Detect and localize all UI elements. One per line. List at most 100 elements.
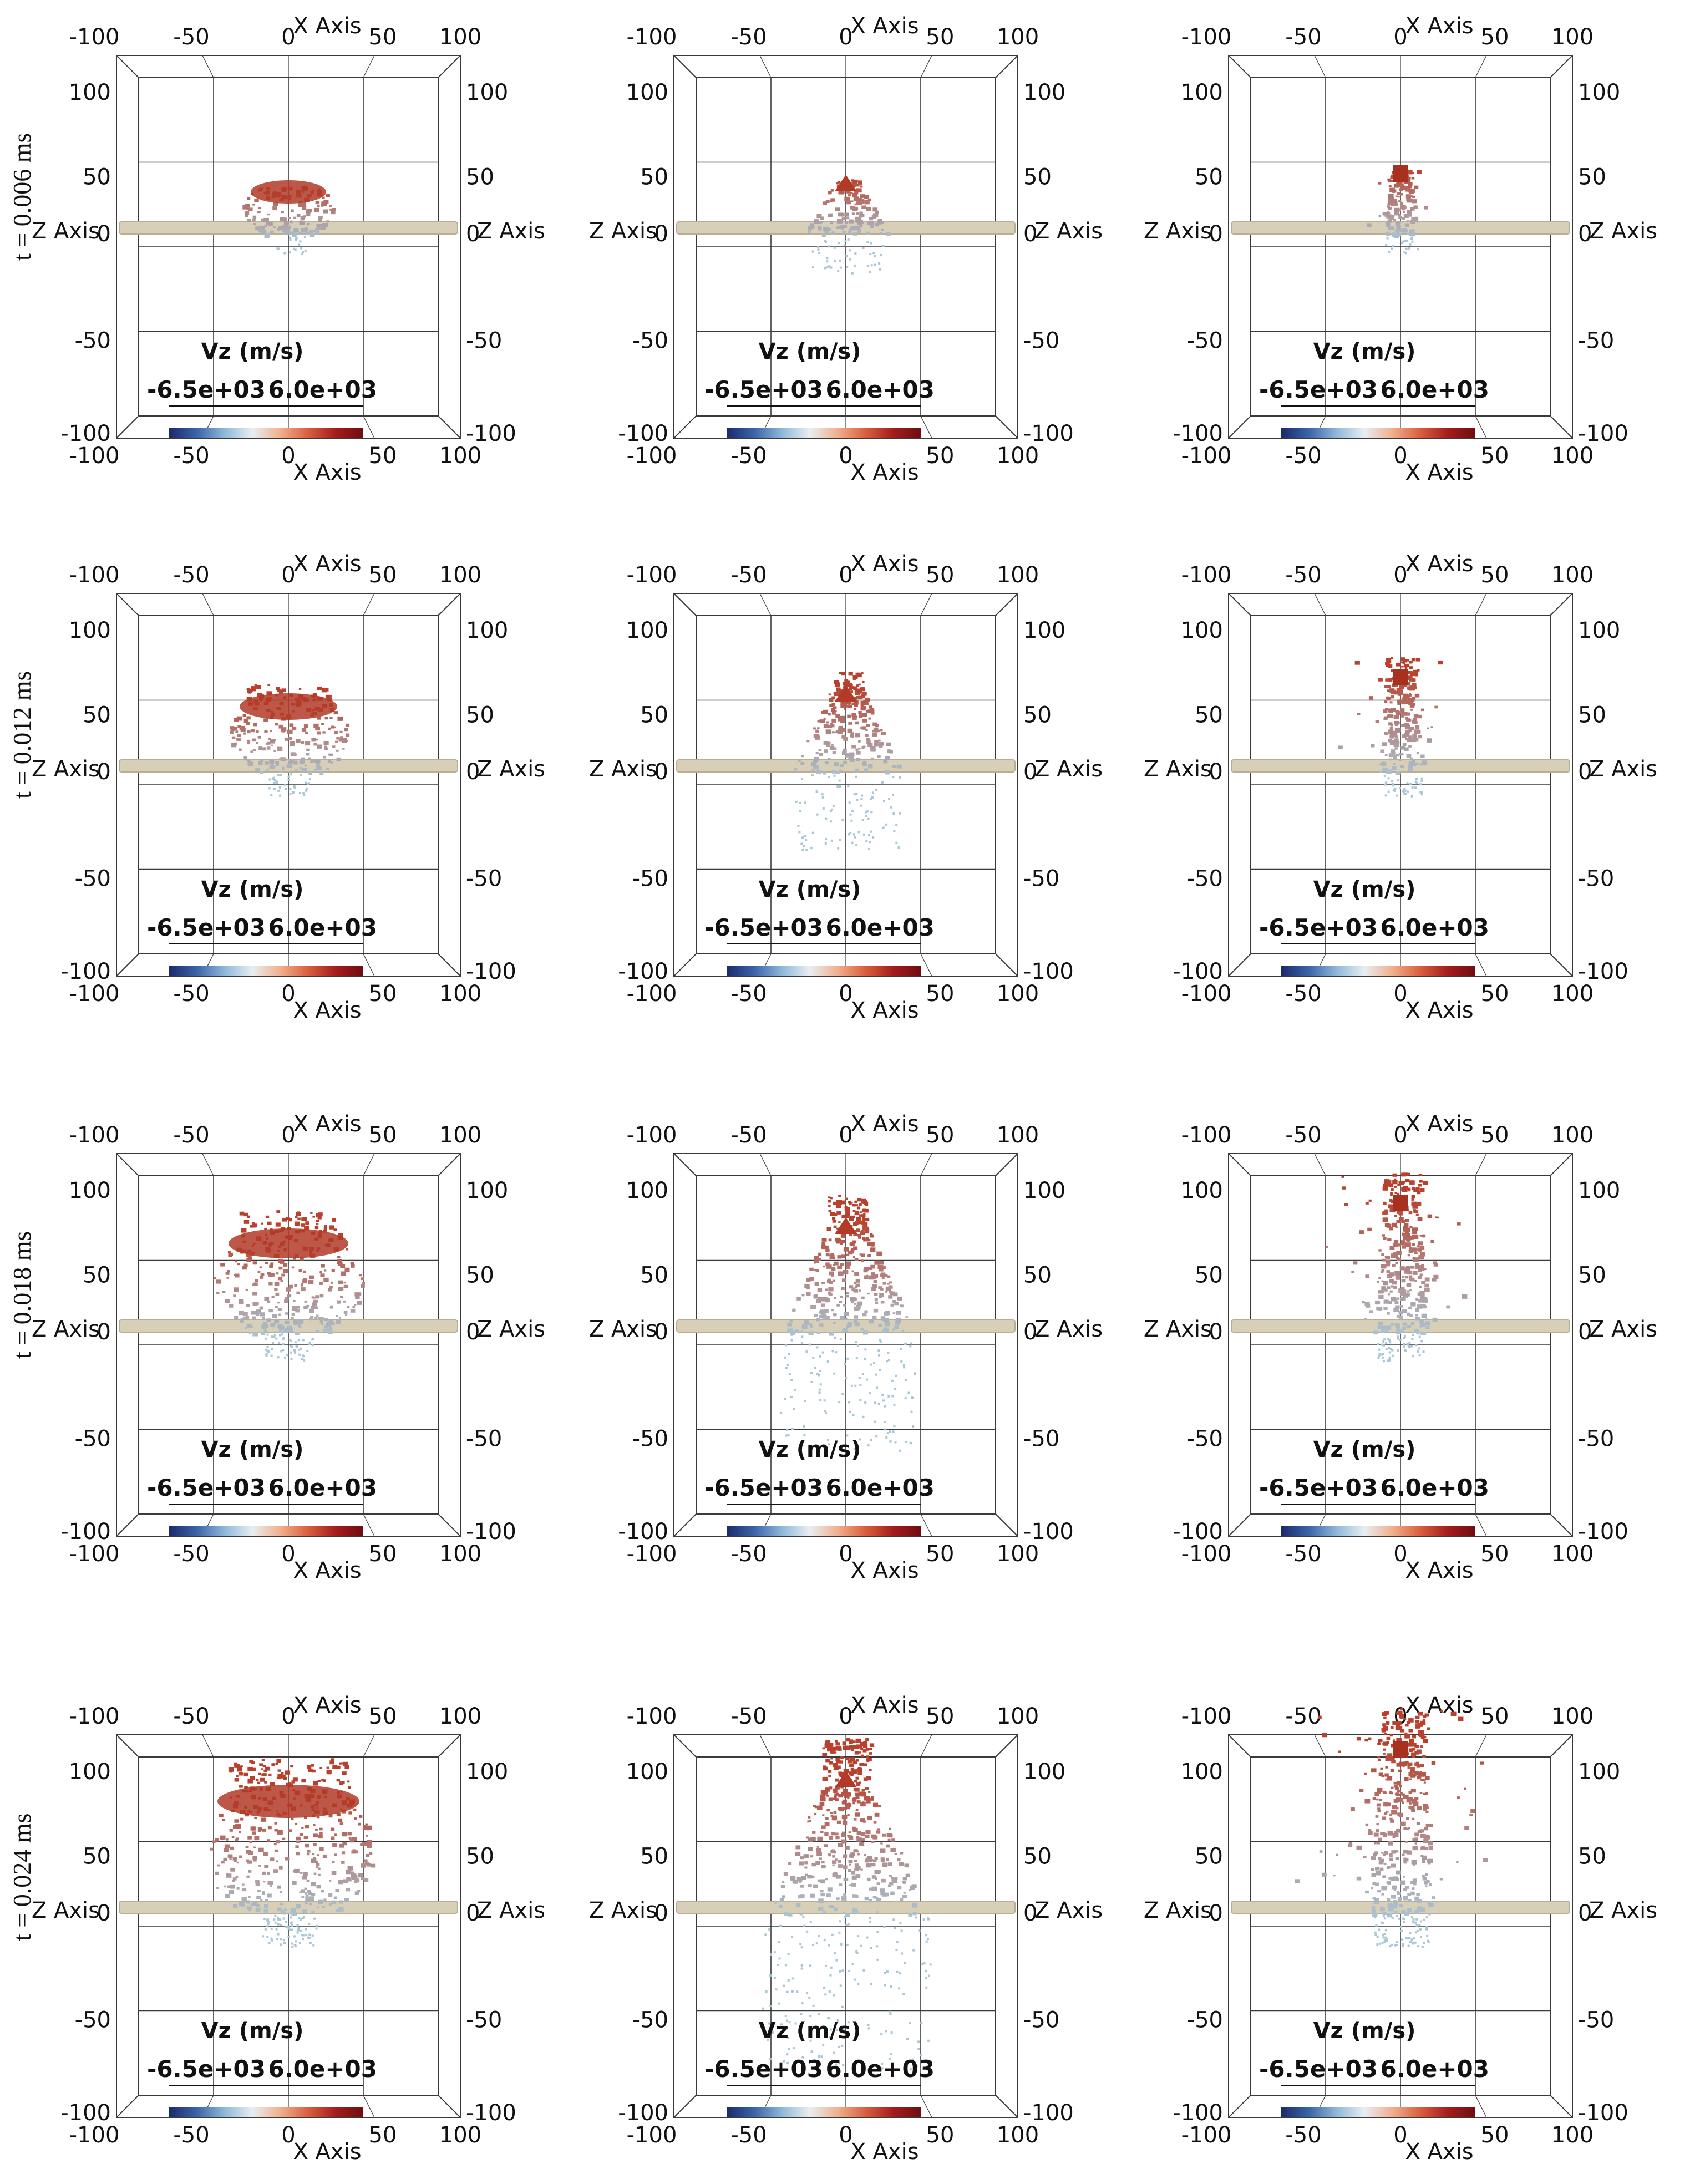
- fragment: [899, 1449, 901, 1452]
- fragment: [829, 2036, 831, 2039]
- x-axis-title-bottom: X Axis: [1405, 2139, 1473, 2165]
- fragment: [1401, 1909, 1406, 1914]
- fragment: [852, 833, 855, 836]
- x-tick-label-bottom: 0: [839, 2122, 852, 2148]
- fragment: [1424, 1283, 1429, 1288]
- fragment: [1388, 1791, 1393, 1794]
- fragment: [889, 1440, 892, 1443]
- fragment: [305, 231, 309, 236]
- fragment: [328, 1893, 333, 1897]
- fragment: [289, 793, 292, 795]
- fragment: [252, 219, 256, 222]
- fragment: [856, 758, 860, 761]
- fragment: [1407, 1283, 1412, 1287]
- fragment: [821, 1865, 826, 1869]
- fragment: [1394, 184, 1399, 188]
- fragment: [1381, 1264, 1387, 1269]
- fragment: [777, 1964, 779, 1967]
- fragment: [270, 739, 275, 744]
- fragment: [281, 1774, 286, 1778]
- x-tick-label-bottom: 0: [281, 1541, 295, 1567]
- fragment: [250, 1903, 255, 1906]
- fragment: [1381, 1893, 1384, 1896]
- fragment: [290, 741, 295, 746]
- fragment: [779, 1924, 782, 1927]
- fragment: [835, 2063, 838, 2066]
- fragment: [1407, 1312, 1411, 1316]
- fragment: [779, 1445, 782, 1447]
- fragment: [859, 1763, 864, 1766]
- fragment: [896, 1318, 902, 1323]
- fragment-cloud: [1325, 1172, 1468, 1363]
- fragment: [322, 222, 328, 227]
- grid-line: [1228, 1153, 1251, 1176]
- fragment: [1407, 1325, 1412, 1328]
- fragment: [871, 757, 874, 760]
- fragment: [1405, 247, 1408, 250]
- grid-line: [920, 1153, 932, 1176]
- fragment: [1427, 738, 1433, 743]
- fragment: [300, 1889, 306, 1893]
- fragment: [1387, 689, 1391, 693]
- z-axis-title-right: Z Axis: [1589, 1898, 1657, 1923]
- fragment: [1403, 1227, 1408, 1232]
- fragment: [1377, 1756, 1380, 1759]
- colorbar-title: Vz (m/s): [1313, 2018, 1416, 2044]
- fragment: [895, 1374, 897, 1377]
- fragment: [247, 688, 252, 693]
- grid-line: [363, 415, 375, 439]
- x-tick-label-top: 0: [1393, 24, 1407, 50]
- fragment: [834, 710, 837, 712]
- fragment: [778, 2002, 780, 2005]
- fragment: [271, 1347, 273, 1350]
- fragment: [790, 1379, 793, 1381]
- fragment: [903, 1892, 906, 1894]
- fragment: [1387, 1359, 1389, 1362]
- z-axis-title-right: Z Axis: [1034, 1317, 1103, 1342]
- fragment: [858, 711, 862, 714]
- fragment: [314, 207, 319, 212]
- fragment: [1396, 1297, 1399, 1300]
- fragment: [1403, 211, 1405, 213]
- fragment: [848, 680, 850, 683]
- fragment: [909, 1889, 911, 1891]
- fragment: [836, 1897, 840, 1901]
- fragment: [889, 2013, 892, 2015]
- fragment: [263, 718, 268, 722]
- fragment: [877, 743, 881, 747]
- x-tick-label-bottom: 0: [839, 1541, 852, 1567]
- fragment: [1413, 1863, 1415, 1866]
- fragment: [229, 1890, 234, 1895]
- fragment: [1405, 1219, 1409, 1222]
- fragment: [231, 1836, 235, 1838]
- fragment: [910, 1396, 913, 1399]
- fragment: [1408, 1791, 1413, 1794]
- fragment: [1383, 1917, 1386, 1920]
- fragment: [890, 1848, 896, 1852]
- fragment: [347, 1832, 352, 1836]
- fragment: [855, 684, 859, 687]
- colorbar: [169, 2107, 363, 2117]
- fragment: [1403, 1896, 1408, 1901]
- fragment: [867, 198, 872, 201]
- fragment: [840, 704, 846, 708]
- fragment: [1387, 1286, 1391, 1289]
- fragment: [831, 1832, 835, 1836]
- fragment: [331, 1269, 335, 1272]
- fragment: [855, 183, 860, 187]
- fragment: [243, 1772, 248, 1777]
- x-tick-label-top: 100: [997, 562, 1039, 588]
- fragment: [908, 1913, 913, 1917]
- fragment: [336, 1812, 341, 1816]
- fragment: [816, 1846, 820, 1848]
- fragment: [1418, 735, 1422, 739]
- fragment: [331, 210, 336, 215]
- fragment: [862, 1213, 866, 1216]
- fragment: [307, 1892, 312, 1896]
- fragment: [1400, 1792, 1403, 1795]
- fragment: [1401, 700, 1407, 705]
- fragment: [875, 789, 877, 791]
- fragment: [246, 1323, 252, 1328]
- fragment: [843, 748, 847, 752]
- fragment: [920, 2022, 923, 2024]
